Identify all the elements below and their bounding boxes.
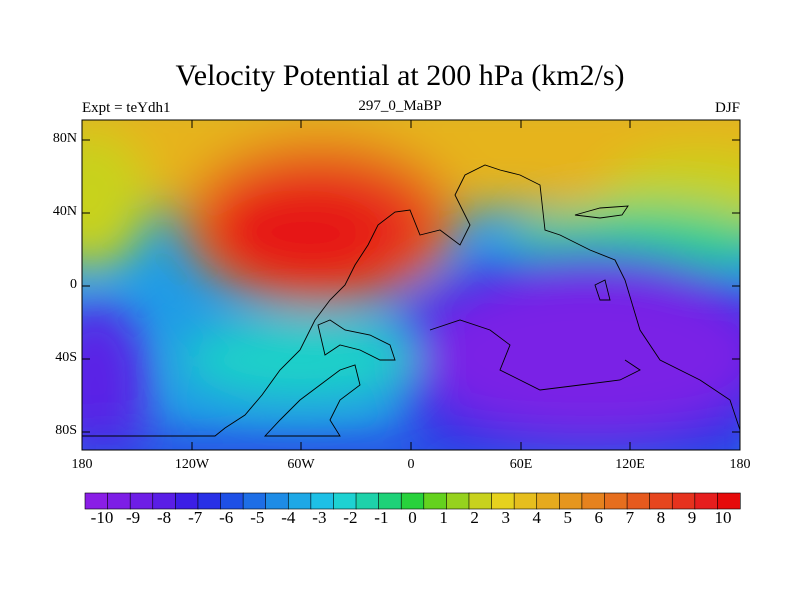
xtick-120w: 120W	[174, 457, 210, 472]
colorbar-label: 10	[714, 508, 732, 527]
colorbar-swatch	[717, 492, 741, 510]
xtick-60w: 60W	[287, 457, 315, 472]
colorbar-label: 8	[656, 508, 666, 527]
colorbar-swatch	[694, 492, 719, 510]
ytick-80s: 80S	[55, 423, 77, 438]
period-label: 297_0_MaBP	[358, 98, 442, 114]
experiment-label: Expt = teYdh1	[82, 100, 171, 116]
colorbar-swatch	[84, 492, 109, 510]
colorbar-swatch	[129, 492, 154, 510]
colorbar-swatch	[242, 492, 267, 510]
colorbar-swatch	[649, 492, 673, 510]
ytick-40n: 40N	[52, 204, 77, 219]
colorbar-label: 0	[408, 508, 417, 527]
colorbar-label: -10	[90, 508, 114, 527]
colorbar-label: -1	[374, 508, 389, 527]
colorbar-label: -2	[343, 508, 358, 527]
contour-field	[82, 120, 740, 450]
small-island	[594, 279, 611, 301]
colorbar-label: 6	[594, 508, 604, 527]
colorbar-swatch	[355, 492, 380, 510]
colorbar-swatch	[175, 492, 199, 510]
colorbar-swatch	[446, 492, 470, 510]
coastline	[82, 164, 740, 437]
ytick-0: 0	[70, 277, 77, 292]
ytick-80n: 80N	[52, 131, 77, 146]
colorbar-swatch	[581, 492, 606, 510]
colorbar-swatch	[536, 492, 560, 510]
colorbar-swatch	[152, 492, 176, 510]
colorbar-label: 3	[501, 508, 510, 527]
peninsula-outline	[317, 319, 396, 361]
colorbar-swatch	[287, 492, 312, 510]
colorbar-swatch	[310, 492, 335, 510]
colorbar-swatch	[423, 492, 447, 510]
colorbar-swatch	[107, 492, 131, 510]
colorbar	[84, 492, 741, 510]
colorbar-swatch	[333, 492, 357, 510]
colorbar-label: -5	[250, 508, 265, 527]
colorbar-label: -9	[126, 508, 141, 527]
colorbar-label: -3	[312, 508, 327, 527]
colorbar-label: -7	[188, 508, 203, 527]
southern-coast	[429, 319, 641, 391]
chart-title: Velocity Potential at 200 hPa (km2/s)	[175, 59, 625, 92]
colorbar-label: 2	[470, 508, 479, 527]
xtick-180e: 180	[729, 457, 751, 472]
colorbar-label: 5	[563, 508, 573, 527]
axis-ticks	[81, 120, 741, 450]
colorbar-swatch	[265, 492, 289, 510]
xtick-120e: 120E	[615, 457, 645, 472]
island-outline	[263, 364, 361, 437]
colorbar-swatch	[513, 492, 538, 510]
colorbar-label: 7	[625, 508, 635, 527]
colorbar-swatch	[671, 492, 696, 510]
east-island	[574, 205, 629, 219]
season-label: DJF	[714, 100, 740, 116]
colorbar-label: -4	[281, 508, 296, 527]
colorbar-swatch	[220, 492, 244, 510]
colorbar-swatch	[468, 492, 493, 510]
colorbar-label: 4	[532, 508, 541, 527]
colorbar-swatch	[491, 492, 515, 510]
colorbar-label: -6	[219, 508, 234, 527]
ytick-40s: 40S	[55, 350, 77, 365]
colorbar-label: -8	[157, 508, 172, 527]
colorbar-swatch	[626, 492, 651, 510]
colorbar-label: 1	[439, 508, 448, 527]
xtick-180w: 180	[71, 457, 93, 472]
colorbar-swatch	[197, 492, 222, 510]
colorbar-swatch	[400, 492, 425, 510]
colorbar-label: 9	[687, 508, 697, 527]
continent-outline	[82, 164, 740, 437]
xtick-0: 0	[407, 457, 415, 472]
colorbar-swatch	[604, 492, 628, 510]
xtick-60e: 60E	[509, 457, 533, 472]
colorbar-swatch	[559, 492, 583, 510]
colorbar-swatch	[378, 492, 402, 510]
